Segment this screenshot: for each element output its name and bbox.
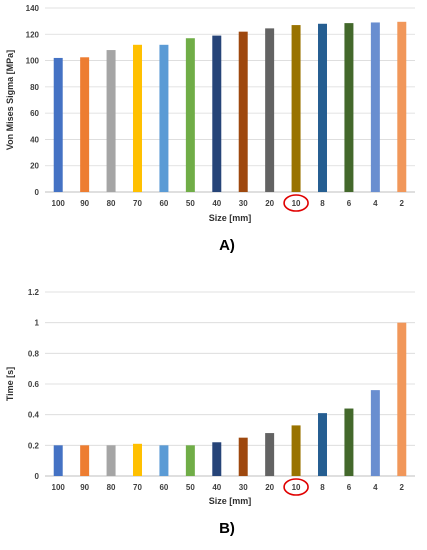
x-tick-label: 90 [80,483,89,492]
x-tick-label: 4 [373,199,378,208]
x-tick-label: 4 [373,483,378,492]
y-axis-title: Time [s] [5,367,15,401]
x-tick-label: 6 [347,199,352,208]
x-tick-label: 40 [212,483,221,492]
y-tick-label: 0 [35,472,40,481]
bar-100 [53,445,63,476]
x-tick-label: 30 [239,199,248,208]
x-tick-label: 10 [292,199,301,208]
bar-10 [291,425,301,476]
bar-50 [185,445,195,476]
bar-4 [370,390,380,476]
bar-8 [318,413,327,476]
x-tick-label: 90 [80,199,89,208]
x-tick-label: 6 [347,483,352,492]
bar-50 [185,38,195,192]
y-tick-label: 80 [30,83,39,92]
x-tick-label: 20 [265,483,274,492]
chart-panel-1: 0 20 40 60 80 100 120 140 100 90 80 70 60 50 40 30 20 10 8… [5,4,415,254]
x-tick-label: 50 [186,199,195,208]
x-tick-label: 2 [400,483,405,492]
bar-80 [106,445,116,476]
highlight-circle [283,194,309,212]
chart-panel-2: 0 0.2 0.4 0.6 0.8 1 1.2 100 90 80 70 60 50 40 30 20 10 8 6… [5,288,415,537]
x-axis-title: Size [mm] [209,496,252,506]
bar-20 [265,433,275,476]
y-tick-label: 120 [26,30,40,39]
bar-20 [265,28,275,192]
x-tick-label: 10 [292,483,301,492]
bar-70 [133,44,142,192]
y-tick-label: 0.8 [28,349,40,358]
bar-90 [80,445,90,476]
y-tick-label: 0.6 [28,380,40,389]
x-tick-label: 2 [400,199,405,208]
x-tick-label: 80 [107,199,116,208]
x-tick-label: 60 [159,199,168,208]
x-tick-label: 100 [52,199,66,208]
y-tick-label: 1 [35,319,40,328]
x-tick-label: 70 [133,483,142,492]
y-tick-label: 0.4 [28,411,40,420]
bar-40 [212,35,222,192]
y-tick-label: 140 [26,4,40,13]
x-tick-label: 70 [133,199,142,208]
bar-6 [344,23,354,192]
y-tick-label: 40 [30,135,39,144]
bar-100 [53,57,63,192]
bar-30 [238,437,248,476]
x-axis-title: Size [mm] [209,213,252,223]
bar-2 [397,21,407,192]
panel-label: B) [219,520,235,537]
bar-8 [318,23,327,193]
y-tick-label: 0 [35,188,40,197]
x-tick-label: 80 [107,483,116,492]
x-tick-label: 60 [159,483,168,492]
highlight-circle [283,478,309,496]
y-axis-title: Von Mises Sigma [MPa] [5,50,15,150]
x-tick-label: 8 [320,483,325,492]
y-tick-label: 20 [30,162,39,171]
bar-40 [212,442,222,476]
bar-70 [133,443,142,476]
panel-label: A) [219,237,235,254]
x-tick-label: 40 [212,199,221,208]
x-tick-label: 20 [265,199,274,208]
bar-6 [344,408,354,476]
bar-60 [159,445,169,476]
y-tick-label: 60 [30,109,39,118]
bar-80 [106,50,116,192]
x-tick-label: 100 [52,483,66,492]
y-tick-label: 0.2 [28,441,40,450]
y-tick-label: 100 [26,57,40,66]
bar-90 [80,57,90,193]
x-tick-label: 8 [320,199,325,208]
x-tick-label: 30 [239,483,248,492]
bar-4 [370,22,380,193]
bar-30 [238,31,248,193]
x-tick-label: 50 [186,483,195,492]
bar-2 [397,322,407,476]
bar-10 [291,25,301,193]
y-tick-label: 1.2 [28,288,40,297]
bar-60 [159,44,169,192]
